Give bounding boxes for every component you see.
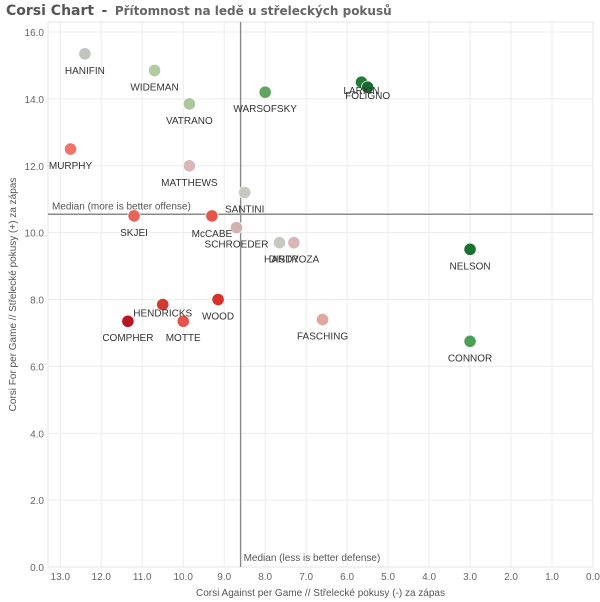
data-point[interactable] xyxy=(156,297,170,312)
point-label: WARSOFSKY xyxy=(233,104,297,115)
x-axis-label: Corsi Against per Game // Střelecké poku… xyxy=(196,588,445,599)
y-tick-label: 4.0 xyxy=(30,429,44,440)
data-point[interactable] xyxy=(127,209,141,223)
data-point[interactable] xyxy=(229,221,244,235)
data-point[interactable] xyxy=(258,85,272,99)
point-label: HANIFIN xyxy=(65,66,105,77)
median-x-label: Median (less is better defense) xyxy=(244,553,381,564)
y-tick-label: 14.0 xyxy=(25,95,45,106)
data-point[interactable] xyxy=(463,242,477,256)
data-point[interactable] xyxy=(463,334,477,348)
point-label: DISTROZA xyxy=(269,255,320,266)
x-tick-label: 5.0 xyxy=(381,572,395,583)
data-point[interactable] xyxy=(176,314,190,328)
data-point[interactable] xyxy=(205,209,219,223)
x-tick-label: 11.0 xyxy=(133,572,152,583)
point-label: HARDY xyxy=(264,255,299,266)
data-point[interactable] xyxy=(211,292,225,307)
y-tick-label: 12.0 xyxy=(25,162,45,173)
point-labels: HANIFIN WIDEMAN VATRANO WARSOFSKY LARKINFOLI… xyxy=(49,66,492,365)
point-label: NELSON xyxy=(450,261,491,272)
x-tick-label: 8.0 xyxy=(258,572,272,583)
y-tick-label: 6.0 xyxy=(30,362,44,373)
point-label: FASCHING xyxy=(297,332,348,343)
x-tick-label: 3.0 xyxy=(463,572,477,583)
y-tick-label: 8.0 xyxy=(30,296,44,307)
point-label: SKJEI xyxy=(120,228,148,239)
x-tick-label: 10.0 xyxy=(173,572,193,583)
point-label: MURPHY xyxy=(49,161,93,172)
data-point[interactable] xyxy=(361,80,375,94)
point-label: MATTHEWS xyxy=(161,178,218,189)
x-tick-label: 13.0 xyxy=(51,572,71,583)
data-point[interactable] xyxy=(78,47,92,61)
x-tick-label: 12.0 xyxy=(92,572,112,583)
point-label: SANTINI xyxy=(225,205,264,216)
data-point[interactable] xyxy=(287,236,301,250)
data-point[interactable] xyxy=(238,185,252,200)
point-label: LARKIN xyxy=(343,86,379,97)
y-tick-label: 10.0 xyxy=(25,229,45,240)
grid-lines xyxy=(48,22,594,568)
y-tick-label: 2.0 xyxy=(30,496,44,507)
data-point[interactable] xyxy=(63,142,78,156)
point-label: COMPHER xyxy=(102,333,153,344)
median-y-label: Median (more is better offense) xyxy=(52,201,191,212)
y-tick-label: 16.0 xyxy=(25,28,45,39)
x-tick-label: 4.0 xyxy=(422,572,436,583)
x-axis-ticks: 13.0 12.0 11.0 10.0 9.0 8.0 7.0 6.0 5.0 4.0 3.0 2.0… xyxy=(51,572,600,583)
point-label: SCHROEDER xyxy=(205,240,269,251)
data-point[interactable] xyxy=(182,97,196,111)
x-tick-label: 9.0 xyxy=(217,572,231,583)
x-tick-label: 2.0 xyxy=(504,572,518,583)
point-label: McCABE xyxy=(192,229,233,240)
y-tick-label: 0.0 xyxy=(30,563,44,574)
point-label: FOLIGNO xyxy=(345,91,390,102)
x-tick-label: 6.0 xyxy=(340,572,354,583)
chart-subtitle: Přítomnost na ledě u střeleckých pokusů xyxy=(114,4,392,18)
data-point[interactable] xyxy=(315,312,330,327)
point-label: WIDEMAN xyxy=(130,82,178,93)
data-points xyxy=(63,47,477,348)
chart-title: Corsi Chart xyxy=(6,3,95,19)
point-label: VATRANO xyxy=(166,116,213,127)
x-tick-label: 1.0 xyxy=(545,572,559,583)
x-tick-label: 7.0 xyxy=(299,572,313,583)
chart-title-bar: Corsi Chart - Přítomnost na ledě u střel… xyxy=(6,2,392,20)
data-point[interactable] xyxy=(272,236,287,250)
point-label: HENDRICKS xyxy=(133,309,192,320)
point-label: CONNOR xyxy=(448,353,492,364)
data-point[interactable] xyxy=(182,159,196,173)
data-point[interactable] xyxy=(147,63,162,78)
y-axis-label: Corsi For per Game // Střelecké pokusy (… xyxy=(8,178,19,412)
y-axis-ticks: 0.0 2.0 4.0 6.0 8.0 10.0 12.0 14.0 16.0 xyxy=(25,28,45,574)
plot-area-frame xyxy=(47,21,594,568)
title-separator: - xyxy=(101,3,108,19)
point-label: WOOD xyxy=(202,312,234,323)
point-label: MOTTE xyxy=(166,333,201,344)
x-tick-label: 0.0 xyxy=(586,572,600,583)
data-point[interactable] xyxy=(121,314,135,328)
